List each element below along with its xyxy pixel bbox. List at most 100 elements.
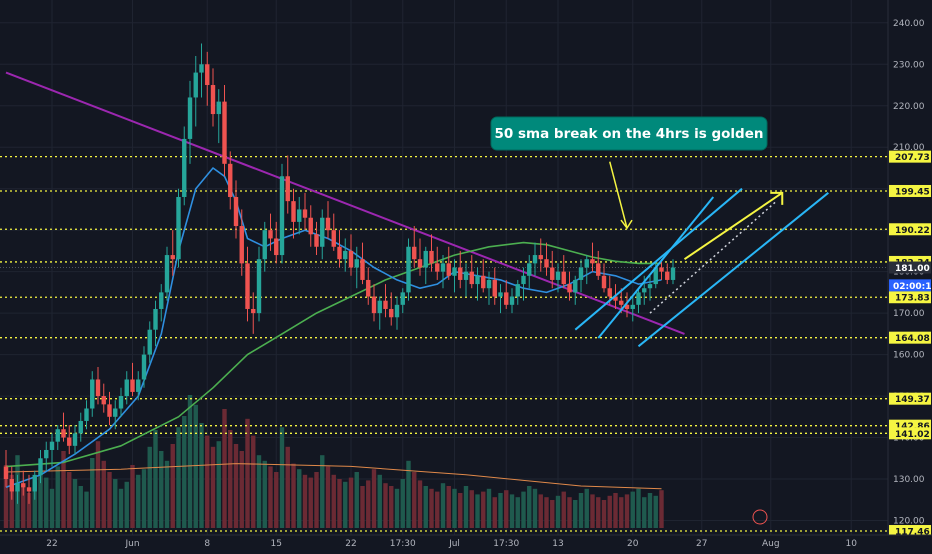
candle-body bbox=[406, 246, 411, 293]
volume-bar bbox=[578, 493, 584, 528]
candle bbox=[377, 296, 382, 330]
x-tick-label: Jul bbox=[448, 539, 460, 549]
volume-bar bbox=[193, 404, 198, 528]
candle-body bbox=[544, 259, 549, 268]
volume-bar bbox=[659, 490, 664, 528]
candle bbox=[469, 255, 474, 289]
y-tick-label: 160.00 bbox=[893, 351, 925, 361]
volume-bar bbox=[325, 466, 331, 528]
x-tick-label: 10 bbox=[846, 539, 858, 549]
candle bbox=[9, 466, 14, 500]
volume-bar bbox=[504, 490, 509, 528]
candle bbox=[463, 263, 469, 297]
countdown-tag-label: 02:00:17 bbox=[893, 282, 932, 292]
candle-body bbox=[492, 279, 497, 297]
level-tag-label: 199.45 bbox=[895, 187, 930, 197]
channel-line bbox=[574, 187, 743, 331]
x-axis-panel bbox=[0, 535, 932, 550]
level-tag-label: 141.02 bbox=[895, 430, 930, 440]
volume-bar bbox=[153, 430, 158, 528]
volume-bar bbox=[590, 494, 595, 528]
volume-bar bbox=[302, 474, 308, 528]
candle-body bbox=[458, 267, 463, 280]
volume-bar bbox=[429, 488, 434, 528]
y-tick-label: 130.00 bbox=[893, 475, 925, 485]
x-tick-label: Jun bbox=[124, 539, 139, 549]
candle-body bbox=[32, 474, 37, 492]
candle bbox=[515, 279, 520, 305]
candle bbox=[285, 155, 290, 214]
candle bbox=[308, 205, 313, 247]
candle bbox=[228, 151, 233, 210]
candle bbox=[670, 259, 676, 285]
projection-line bbox=[649, 200, 777, 314]
candle-body bbox=[90, 379, 95, 409]
candle bbox=[440, 255, 446, 289]
level-tag: 199.45 bbox=[889, 184, 931, 197]
candle bbox=[279, 163, 285, 264]
candle bbox=[38, 449, 43, 484]
y-tick-label: 120.00 bbox=[893, 516, 925, 526]
volume-bar bbox=[452, 488, 457, 528]
candle-body bbox=[509, 296, 515, 305]
candle-body bbox=[239, 226, 244, 264]
candle-body bbox=[498, 292, 503, 297]
candle bbox=[452, 259, 457, 293]
sma-short-line bbox=[5, 167, 662, 489]
volume-bar bbox=[274, 472, 279, 528]
candle bbox=[61, 412, 66, 442]
candle bbox=[325, 201, 331, 239]
volume-bar bbox=[55, 466, 60, 528]
candle-body bbox=[136, 379, 141, 392]
candle bbox=[3, 449, 9, 488]
candle bbox=[67, 425, 72, 455]
level-tag-bg bbox=[889, 392, 931, 405]
candle bbox=[78, 412, 83, 442]
volume-bar bbox=[136, 474, 141, 528]
annotation-pointer-head bbox=[620, 219, 633, 230]
candle-body bbox=[331, 230, 336, 247]
x-tick-label: 17:30 bbox=[390, 539, 416, 549]
candle bbox=[532, 242, 538, 276]
candle bbox=[44, 441, 49, 471]
candle bbox=[348, 234, 354, 276]
candle bbox=[538, 238, 543, 272]
candle bbox=[555, 263, 561, 293]
last-price-tag-label: 181.00 bbox=[895, 264, 930, 274]
candle-body bbox=[481, 275, 486, 289]
candle-body bbox=[573, 279, 578, 293]
last-price-tag-bg bbox=[889, 261, 931, 274]
candle bbox=[423, 246, 428, 285]
candle bbox=[32, 470, 37, 500]
volume-bar bbox=[360, 486, 365, 528]
candle-body bbox=[532, 255, 538, 264]
candle-body bbox=[371, 296, 377, 314]
volume-bar bbox=[584, 488, 589, 528]
x-tick-label: 20 bbox=[627, 539, 639, 549]
volume-bar bbox=[9, 474, 14, 528]
volume-bar bbox=[199, 423, 204, 528]
candle-body bbox=[268, 230, 273, 239]
candle bbox=[55, 425, 60, 450]
volume-bar bbox=[239, 451, 244, 528]
candle bbox=[624, 292, 630, 318]
candle-body bbox=[670, 267, 676, 280]
earnings-marker-icon bbox=[752, 509, 768, 525]
volume-bar bbox=[107, 472, 112, 528]
volume-bar bbox=[343, 481, 348, 528]
volume-bar bbox=[49, 488, 55, 528]
candle bbox=[193, 55, 198, 127]
candle-body bbox=[412, 246, 417, 260]
candle bbox=[118, 387, 124, 417]
candle-body bbox=[130, 379, 135, 392]
candle bbox=[475, 267, 480, 301]
candle bbox=[302, 192, 308, 231]
candle bbox=[113, 400, 118, 430]
annotation-pointer bbox=[609, 161, 628, 229]
candle-body bbox=[228, 163, 233, 197]
candle-body bbox=[314, 234, 319, 247]
candle-body bbox=[95, 379, 101, 397]
level-tag: 164.08 bbox=[889, 331, 931, 344]
candle-body bbox=[101, 396, 106, 405]
